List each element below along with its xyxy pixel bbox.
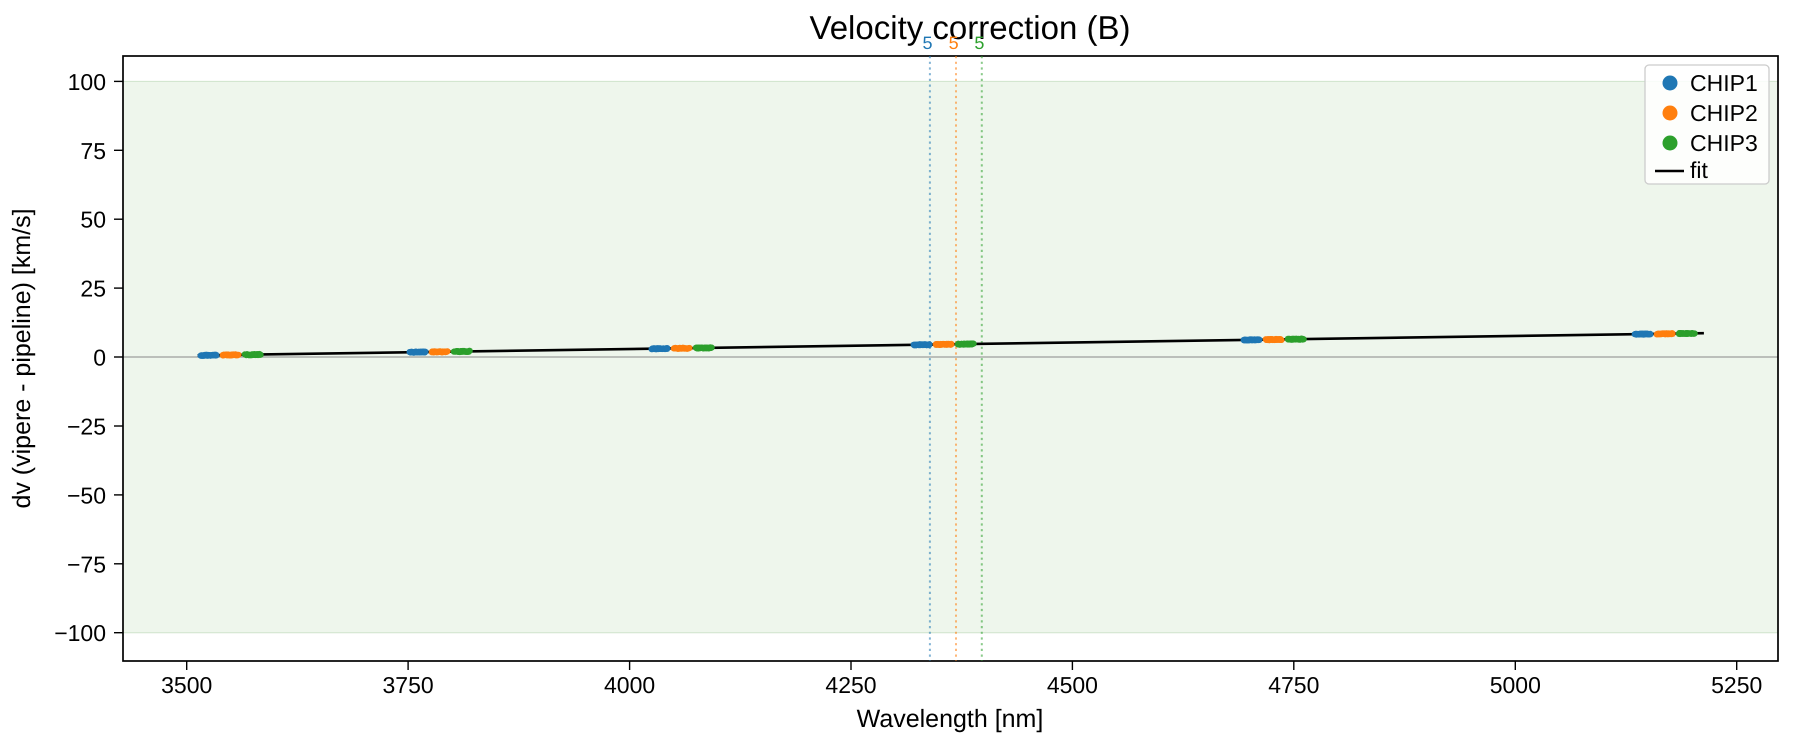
svg-text:dv (vipere - pipeline) [km/s]: dv (vipere - pipeline) [km/s] xyxy=(8,208,36,508)
svg-text:3500: 3500 xyxy=(161,672,212,698)
svg-text:4500: 4500 xyxy=(1047,672,1098,698)
svg-text:50: 50 xyxy=(80,207,106,233)
svg-text:fit: fit xyxy=(1690,157,1709,183)
svg-text:Wavelength [nm]: Wavelength [nm] xyxy=(857,705,1044,733)
svg-text:Velocity correction (B): Velocity correction (B) xyxy=(810,9,1131,46)
svg-text:CHIP3: CHIP3 xyxy=(1690,130,1758,156)
svg-text:5: 5 xyxy=(922,33,932,53)
svg-text:5: 5 xyxy=(949,33,959,53)
svg-text:4250: 4250 xyxy=(825,672,876,698)
svg-text:3750: 3750 xyxy=(383,672,434,698)
svg-text:CHIP2: CHIP2 xyxy=(1690,100,1758,126)
svg-text:4750: 4750 xyxy=(1268,672,1319,698)
svg-text:75: 75 xyxy=(80,138,106,164)
svg-text:−75: −75 xyxy=(67,551,106,577)
svg-text:−25: −25 xyxy=(67,414,106,440)
svg-text:5000: 5000 xyxy=(1490,672,1541,698)
svg-text:5250: 5250 xyxy=(1711,672,1762,698)
svg-text:4000: 4000 xyxy=(604,672,655,698)
svg-text:100: 100 xyxy=(68,69,106,95)
svg-text:CHIP1: CHIP1 xyxy=(1690,70,1758,96)
svg-text:25: 25 xyxy=(80,276,106,302)
svg-text:5: 5 xyxy=(974,33,984,53)
svg-text:−100: −100 xyxy=(54,620,106,646)
svg-text:0: 0 xyxy=(93,345,106,371)
svg-text:−50: −50 xyxy=(67,482,106,508)
